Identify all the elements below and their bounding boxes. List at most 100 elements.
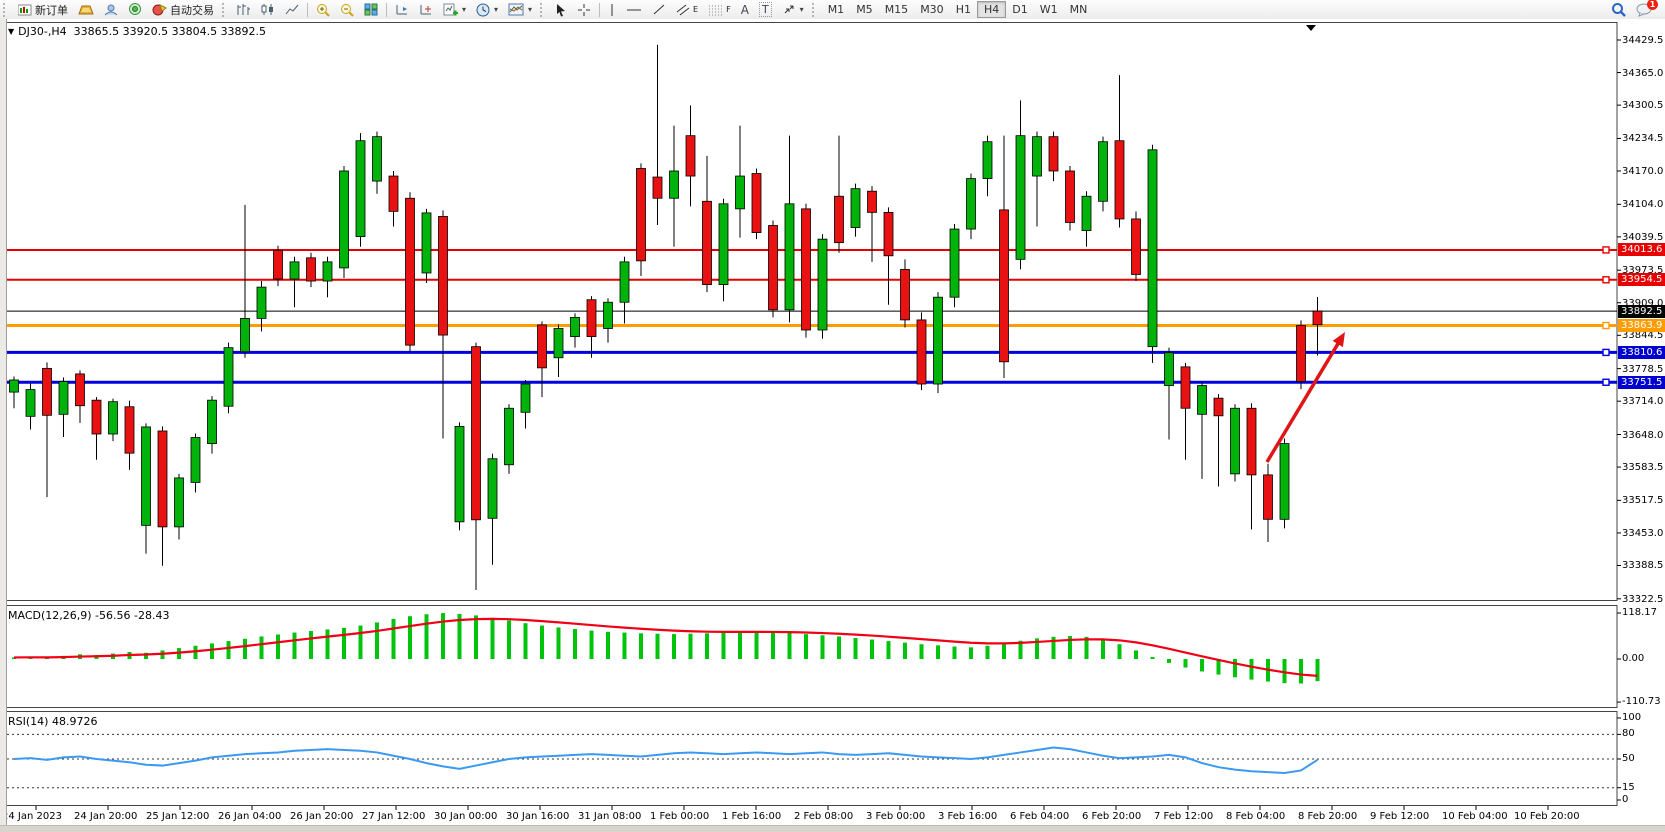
arrows-tool-button[interactable]: ▾ [777,0,809,19]
macd-bar [903,642,907,659]
timeframe-button-w1[interactable]: W1 [1039,3,1058,16]
price-line-tag[interactable]: 33810.6 [1618,345,1665,359]
candle-body [124,406,135,454]
candle-body [454,426,465,523]
macd-indicator-label: MACD(12,26,9) -56.56 -28.43 [8,609,169,622]
bar-chart-button[interactable] [232,0,256,19]
candle-body [867,190,877,213]
toolbar-grip[interactable] [540,2,547,17]
price-line-tag[interactable]: 33954.5 [1618,273,1665,287]
macd-values: -56.56 -28.43 [95,609,170,622]
rsi-indicator-label: RSI(14) 48.9726 [8,715,97,728]
line-handle [1602,378,1610,386]
chart-shift-marker [1306,25,1316,31]
macd-bar [985,645,990,659]
auto-trading-button[interactable]: 自动交易 [147,0,219,19]
line-chart-button[interactable] [280,0,304,19]
template-button[interactable]: ▾ [503,0,537,19]
candle-body [322,261,333,282]
macd-bar [1002,643,1006,659]
toolbar-grip[interactable] [222,2,229,17]
toolbar-grip[interactable] [3,2,10,17]
toolbar-grip[interactable] [811,2,819,17]
sonar-icon [128,3,142,16]
candle-body [1197,385,1207,415]
dropdown-caret-icon: ▾ [462,5,467,14]
timeframe-button-m5[interactable]: M5 [856,3,873,16]
collapse-triangle-icon[interactable]: ▼ [8,27,15,36]
candle-body [240,317,250,353]
trend-arrow-head [1332,332,1345,348]
macd-bar [705,633,709,659]
candle-body [685,135,696,177]
zoom-in-button[interactable] [311,0,335,19]
gold-ingot-button[interactable] [73,0,99,19]
price-line-tag[interactable]: 33751.5 [1618,375,1665,389]
candle-body [388,175,399,212]
macd-bar [1299,659,1303,684]
crosshair-tool-button[interactable] [572,0,596,19]
macd-axis-label: 118.17 [1622,607,1657,619]
fibonacci-tool-button[interactable]: F [703,0,736,19]
macd-bar [276,634,280,659]
price-tick-label: 34104.0 [1622,199,1664,211]
horizontal-line-tool-button[interactable] [621,0,647,19]
price-line-tag[interactable]: 33863.9 [1618,319,1665,332]
macd-bar [457,613,462,659]
candle-body [174,477,184,528]
window-bottom-edge [0,825,1665,832]
timeframe-button-m15[interactable]: M15 [884,3,909,16]
new-order-button[interactable]: 新订单 [13,0,73,19]
notifications-button[interactable]: 1 [1631,0,1658,19]
candle-body [735,175,745,210]
equidistant-channel-tool-button[interactable]: E [671,0,703,19]
macd-bar [969,647,973,659]
time-axis-label: 10 Feb 20:00 [1514,811,1580,822]
candlestick-chart-button[interactable] [256,0,280,19]
search-button[interactable] [1606,0,1631,19]
vertical-line-tool-button[interactable] [603,0,621,19]
candle-body [25,389,36,417]
candle-body [1098,141,1108,202]
indicator-window-up-button[interactable] [390,0,414,19]
tile-windows-button[interactable] [359,0,383,19]
candle-body [504,407,514,466]
chart-plot-area[interactable] [0,19,1665,832]
timeframe-button-m30[interactable]: M30 [920,3,944,16]
macd-bar [820,635,825,659]
candle-body [652,176,663,199]
contacts-icon [104,4,118,16]
timeframe-button-mn[interactable]: MN [1069,3,1088,16]
contacts-button[interactable] [99,0,123,19]
period-button[interactable]: ▾ [471,0,503,19]
trendline-tool-button[interactable] [647,0,671,19]
macd-bar [688,633,693,659]
sonar-button[interactable] [123,0,147,19]
macd-bar [919,644,924,659]
price-line-tag[interactable]: 34013.6 [1618,243,1665,257]
candle-body [553,328,564,359]
timeframe-button-h1[interactable]: H1 [955,3,971,16]
cursor-tool-button[interactable] [550,0,572,19]
candle-body [141,426,151,526]
time-axis-label: 9 Feb 12:00 [1370,811,1430,822]
timeframe-button-h4[interactable]: H4 [976,1,1007,18]
add-indicator-button[interactable]: ▾ [438,0,471,19]
macd-bar [507,620,511,659]
timeframe-button-m1[interactable]: M1 [827,3,845,16]
price-line-tag[interactable]: 33892.5 [1618,304,1665,318]
text-tool-button[interactable]: A [736,0,754,19]
channel-letter: E [693,5,699,14]
candle-body [1131,218,1141,275]
timeframe-button-d1[interactable]: D1 [1012,3,1028,16]
crosshair-icon [577,3,591,17]
zoom-out-button[interactable] [335,0,359,19]
price-tick-label: 33714.0 [1622,396,1664,408]
candlestick-chart-icon [261,3,275,16]
text-label-tool-button[interactable]: T [754,0,777,19]
chart-window[interactable]: 34429.5 34365.0 34300.5 34234.5 34170.0 34104… [0,19,1665,832]
candle-body [1230,407,1240,475]
indicator-window-down-button[interactable] [414,0,438,19]
fibonacci-icon [708,4,723,16]
new-order-label: 新订单 [35,3,68,17]
